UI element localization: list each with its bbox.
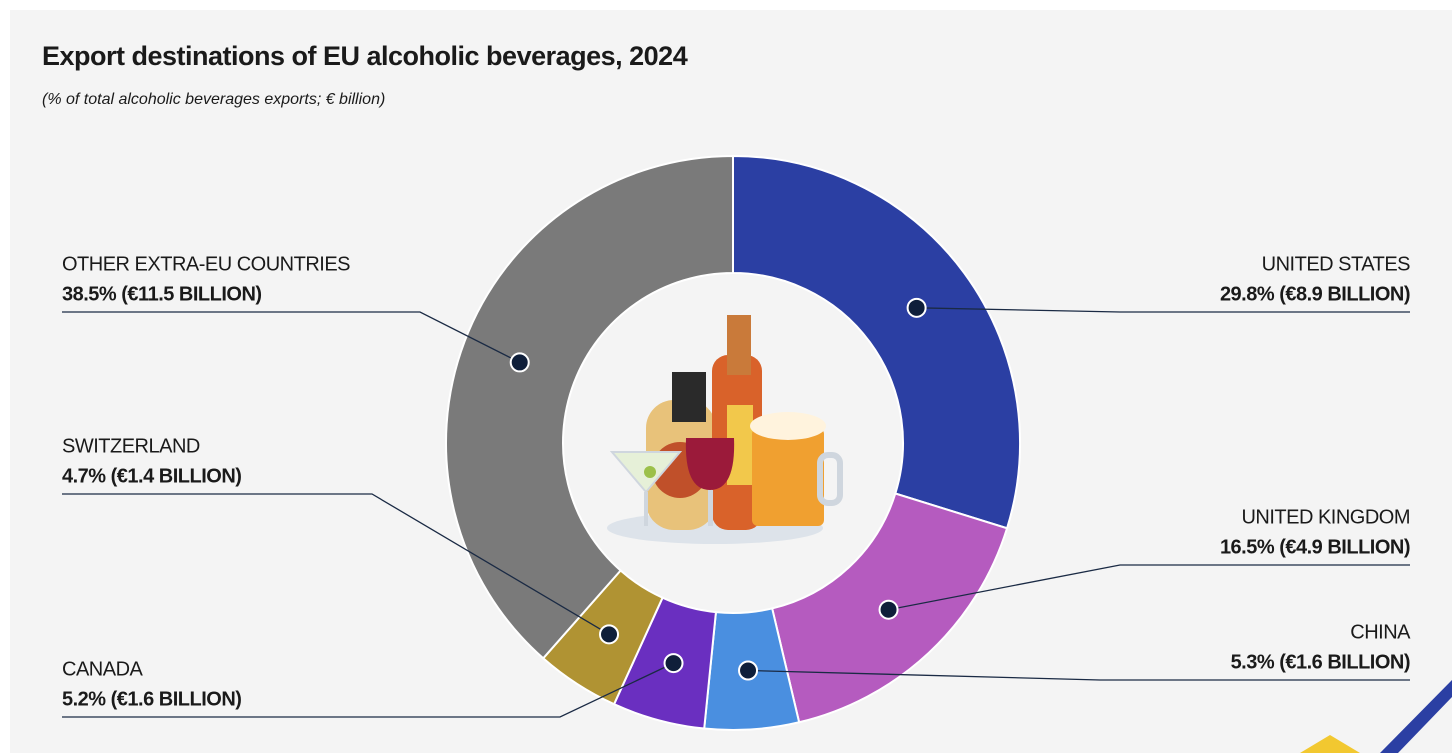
- corner-decoration: [1380, 680, 1452, 753]
- leader-line: [748, 669, 1410, 681]
- category-label: CANADA: [62, 658, 144, 680]
- leader-dot: [878, 599, 899, 620]
- chart-title: Export destinations of EU alcoholic beve…: [42, 41, 688, 71]
- slice: [732, 154, 1021, 530]
- category-label: CHINA: [1350, 621, 1411, 643]
- leader-dot: [663, 653, 684, 674]
- value-label: 5.2% (€1.6 BILLION): [62, 688, 241, 710]
- leader-line: [62, 662, 674, 718]
- leader-dot: [509, 352, 530, 373]
- leader-line: [916, 307, 1410, 313]
- leader-line: [62, 311, 521, 363]
- value-label: 16.5% (€4.9 BILLION): [1220, 536, 1410, 558]
- value-label: 5.3% (€1.6 BILLION): [1231, 651, 1410, 673]
- beverages-icon: [607, 315, 843, 544]
- leader-line: [888, 564, 1410, 611]
- leader-dot: [906, 297, 927, 318]
- category-label: UNITED KINGDOM: [1241, 506, 1410, 528]
- labels: UNITED STATES 29.8% (€8.9 BILLION) UNITED …: [62, 253, 1412, 718]
- category-label: OTHER EXTRA-EU COUNTRIES: [62, 253, 350, 275]
- slice: [445, 154, 734, 660]
- value-label: 4.7% (€1.4 BILLION): [62, 465, 241, 487]
- value-label: 29.8% (€8.9 BILLION): [1220, 283, 1410, 305]
- category-label: UNITED STATES: [1262, 253, 1410, 275]
- leader-dot: [738, 660, 759, 681]
- value-label: 38.5% (€11.5 BILLION): [62, 283, 262, 305]
- chart-subtitle: (% of total alcoholic beverages exports;…: [42, 91, 385, 108]
- leader-line: [62, 493, 610, 635]
- corner-decoration: [1300, 735, 1360, 753]
- leader-dot: [599, 624, 620, 645]
- category-label: SWITZERLAND: [62, 435, 200, 457]
